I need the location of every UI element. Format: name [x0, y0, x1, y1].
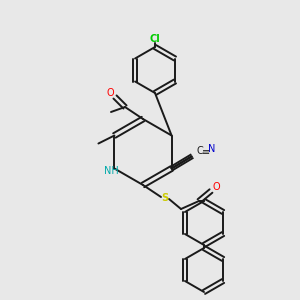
- Text: O: O: [106, 88, 114, 98]
- Text: S: S: [161, 193, 169, 203]
- Text: O: O: [212, 182, 220, 192]
- Text: Cl: Cl: [150, 34, 160, 44]
- Text: C: C: [196, 146, 203, 157]
- Text: NH: NH: [104, 166, 119, 176]
- Text: N: N: [208, 145, 215, 154]
- Text: ≡: ≡: [202, 146, 210, 157]
